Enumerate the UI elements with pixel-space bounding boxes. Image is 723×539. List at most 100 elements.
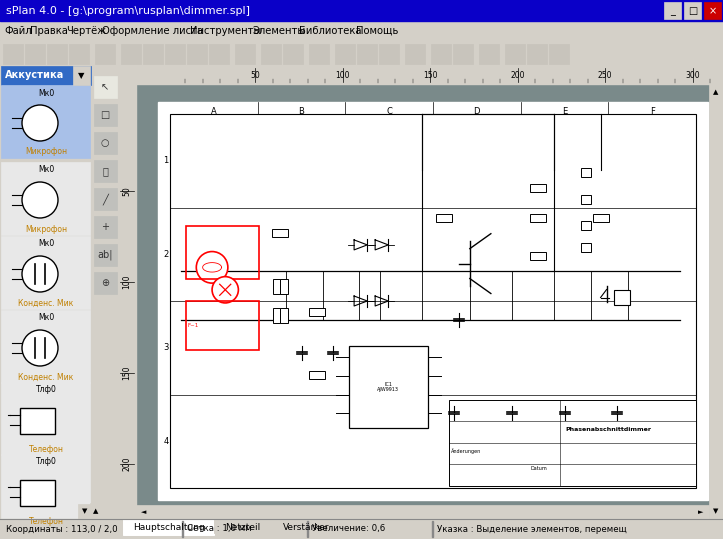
Bar bbox=[1, 85, 90, 158]
Text: Netzteil: Netzteil bbox=[226, 523, 260, 532]
Bar bbox=[94, 188, 117, 210]
Bar bbox=[309, 308, 325, 316]
Bar bbox=[453, 44, 473, 64]
Text: Мк0: Мк0 bbox=[38, 314, 54, 322]
Text: IC1
AJW9913: IC1 AJW9913 bbox=[377, 382, 399, 392]
Bar bbox=[272, 519, 341, 533]
Bar bbox=[94, 76, 117, 98]
Bar bbox=[594, 214, 609, 222]
Text: F: F bbox=[650, 107, 654, 115]
Text: Указка : Выделение элементов, перемещ: Указка : Выделение элементов, перемещ bbox=[437, 524, 627, 534]
Bar bbox=[261, 44, 281, 64]
Bar bbox=[235, 44, 255, 64]
Bar bbox=[69, 44, 89, 64]
Bar bbox=[0, 40, 723, 66]
Text: ▲: ▲ bbox=[714, 89, 719, 95]
Bar bbox=[73, 66, 90, 85]
Text: Микрофон: Микрофон bbox=[25, 148, 67, 156]
Bar bbox=[94, 272, 117, 294]
Bar bbox=[435, 214, 452, 222]
Text: Телефон: Телефон bbox=[28, 516, 64, 526]
Text: Тлф0: Тлф0 bbox=[35, 458, 56, 466]
Text: 150: 150 bbox=[423, 72, 437, 80]
Bar bbox=[379, 44, 399, 64]
Text: ▼: ▼ bbox=[78, 71, 85, 80]
Bar bbox=[273, 279, 281, 294]
Text: ab|: ab| bbox=[98, 250, 113, 260]
Text: Datum: Datum bbox=[530, 466, 547, 471]
Bar bbox=[186, 226, 260, 279]
Bar bbox=[121, 44, 141, 64]
Text: Конденс. Мик: Конденс. Мик bbox=[18, 299, 74, 308]
Bar bbox=[530, 184, 546, 192]
Text: Микрофон: Микрофон bbox=[25, 225, 67, 233]
Text: Мк0: Мк0 bbox=[38, 165, 54, 175]
Text: ⤢: ⤢ bbox=[102, 166, 108, 176]
Text: Аккустика: Аккустика bbox=[5, 71, 64, 80]
Text: E: E bbox=[562, 107, 567, 115]
Bar bbox=[95, 44, 115, 64]
Text: ◄: ◄ bbox=[141, 509, 147, 515]
Bar bbox=[664, 2, 681, 19]
Text: Инструменты: Инструменты bbox=[190, 25, 262, 36]
Text: ►: ► bbox=[698, 509, 703, 515]
Bar bbox=[0, 21, 723, 40]
Bar bbox=[530, 214, 546, 222]
Text: D: D bbox=[474, 107, 480, 115]
Bar bbox=[1, 66, 91, 85]
Text: □: □ bbox=[100, 110, 110, 120]
Text: Помощь: Помощь bbox=[356, 25, 398, 36]
Text: F~1: F~1 bbox=[188, 323, 199, 328]
Text: 1: 1 bbox=[163, 156, 168, 165]
Circle shape bbox=[212, 277, 239, 303]
Text: +: + bbox=[101, 222, 109, 232]
Bar bbox=[94, 160, 117, 182]
Text: 4: 4 bbox=[163, 437, 168, 446]
Text: 150: 150 bbox=[122, 365, 132, 380]
Bar bbox=[405, 44, 425, 64]
Text: 3: 3 bbox=[163, 343, 168, 353]
Bar bbox=[187, 44, 207, 64]
Bar bbox=[307, 521, 308, 537]
Text: B: B bbox=[299, 107, 304, 115]
Bar bbox=[94, 104, 117, 126]
Bar bbox=[78, 504, 91, 519]
Bar bbox=[684, 2, 701, 19]
Text: Тлф0: Тлф0 bbox=[35, 385, 56, 395]
Bar bbox=[20, 480, 55, 506]
Text: Элементы: Элементы bbox=[252, 25, 306, 36]
Bar bbox=[3, 44, 23, 64]
Bar bbox=[118, 66, 723, 84]
Text: Мк0: Мк0 bbox=[38, 88, 54, 98]
Bar bbox=[709, 84, 723, 519]
Bar bbox=[1, 162, 90, 235]
Text: Phasenabschnittdimmer: Phasenabschnittdimmer bbox=[565, 427, 651, 432]
Text: ↖: ↖ bbox=[101, 82, 109, 92]
Text: Сетка : 1,0 мм: Сетка : 1,0 мм bbox=[187, 524, 252, 534]
Bar bbox=[25, 44, 45, 64]
Text: Мк0: Мк0 bbox=[38, 239, 54, 248]
Text: ▼: ▼ bbox=[714, 508, 719, 514]
Text: ▼: ▼ bbox=[82, 508, 87, 514]
Bar bbox=[1, 382, 90, 455]
Text: _: _ bbox=[670, 6, 675, 16]
Text: Библиотека: Библиотека bbox=[299, 25, 362, 36]
Bar bbox=[505, 44, 525, 64]
Text: 250: 250 bbox=[598, 72, 612, 80]
Text: 2: 2 bbox=[163, 250, 168, 259]
Bar bbox=[527, 44, 547, 64]
Text: □: □ bbox=[688, 6, 697, 16]
Bar bbox=[94, 244, 117, 266]
Text: ⊕: ⊕ bbox=[101, 278, 109, 288]
Text: Чертёж: Чертёж bbox=[66, 25, 106, 36]
Bar bbox=[118, 84, 136, 519]
Text: 100: 100 bbox=[335, 72, 350, 80]
Text: Конденс. Мик: Конденс. Мик bbox=[18, 372, 74, 382]
Bar bbox=[273, 229, 288, 237]
Text: C: C bbox=[386, 107, 392, 115]
Bar bbox=[20, 408, 55, 434]
Text: Файл: Файл bbox=[4, 25, 32, 36]
Text: Hauptschaltung: Hauptschaltung bbox=[132, 523, 205, 532]
Text: Правка: Правка bbox=[30, 25, 68, 36]
Bar bbox=[1, 236, 90, 309]
